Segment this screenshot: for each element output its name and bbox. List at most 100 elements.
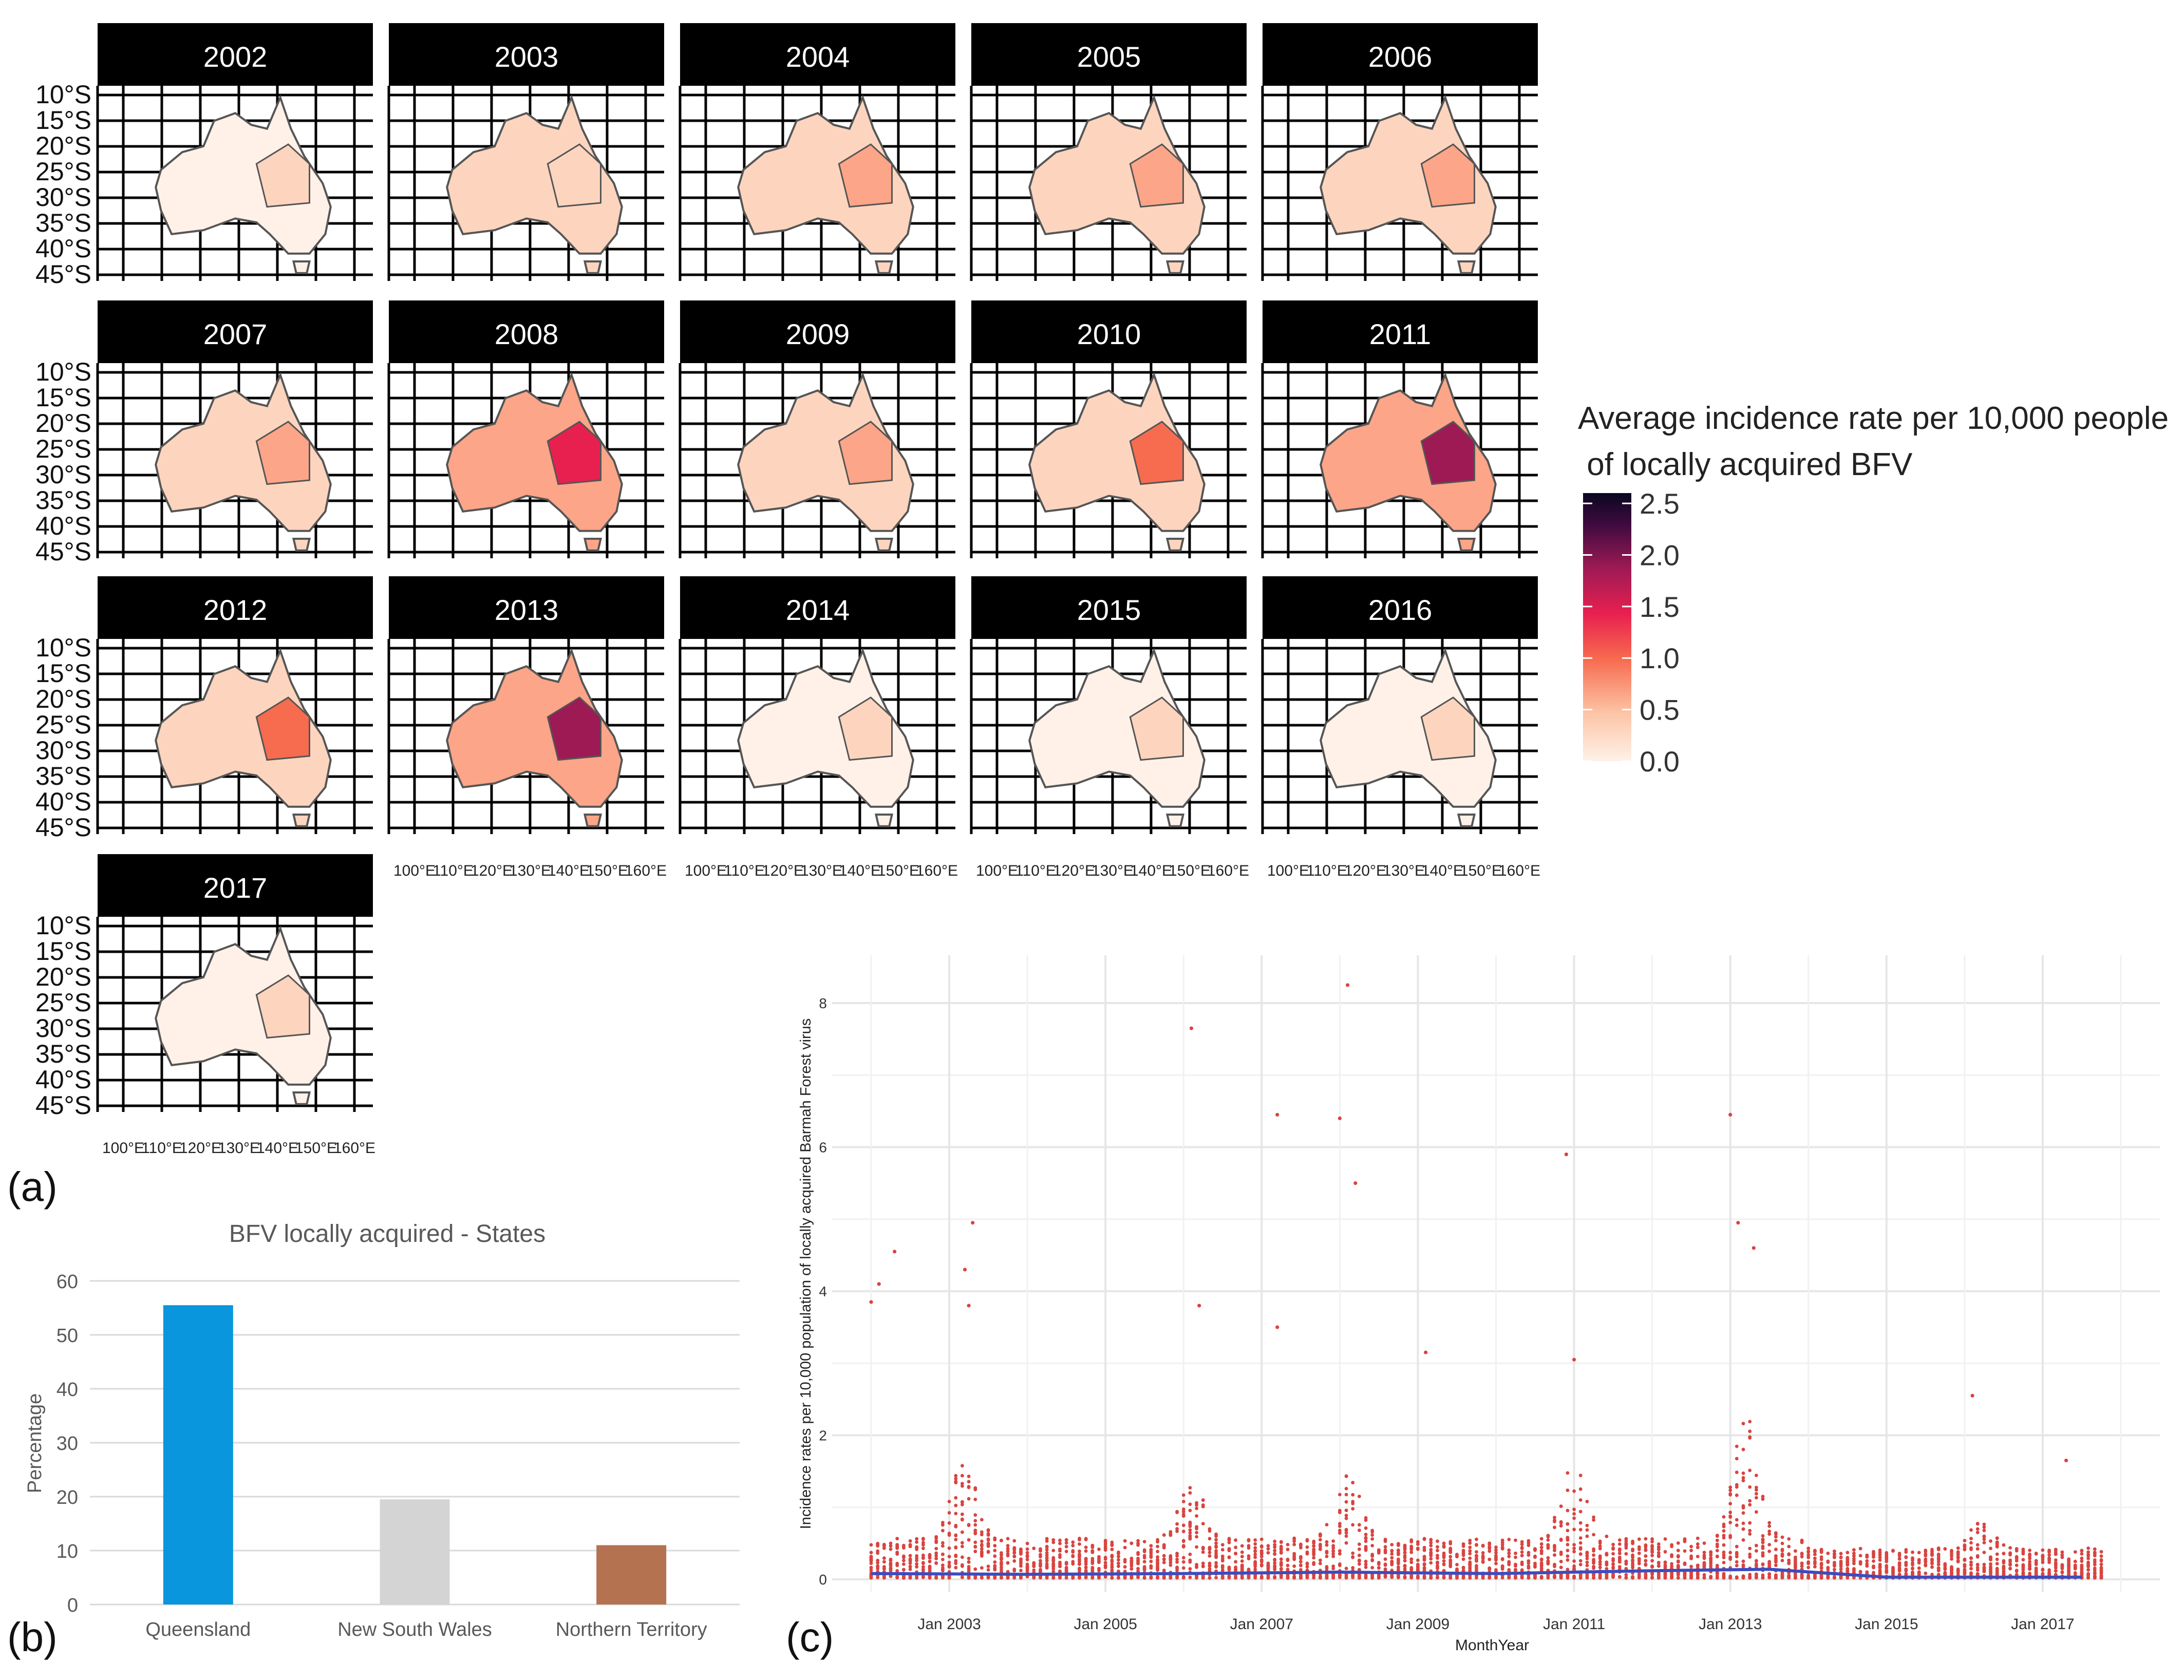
data-point — [1188, 1534, 1192, 1538]
data-point — [1598, 1544, 1602, 1548]
data-point — [1722, 1561, 1726, 1564]
data-point — [1631, 1540, 1635, 1544]
data-point — [1800, 1552, 1804, 1556]
data-point — [889, 1547, 893, 1551]
data-point — [1631, 1562, 1635, 1565]
data-point — [2093, 1574, 2097, 1578]
data-point — [1084, 1545, 1088, 1550]
lon-tick-label: 160°E — [1498, 862, 1540, 879]
data-point — [1039, 1547, 1042, 1551]
data-point — [1578, 1541, 1583, 1545]
data-point — [1689, 1574, 1693, 1577]
facet-panel-2006: 2006 — [1261, 23, 1538, 281]
data-point — [1507, 1568, 1511, 1572]
data-point — [1656, 1553, 1661, 1557]
facet-strip — [98, 300, 373, 363]
data-point — [869, 1555, 873, 1559]
lon-tick-label: 140°E — [256, 1140, 298, 1157]
data-point — [961, 1512, 964, 1516]
data-point — [1755, 1488, 1758, 1492]
data-point — [908, 1543, 912, 1547]
data-point — [1936, 1562, 1941, 1566]
facet-year-label: 2006 — [1368, 41, 1433, 73]
data-point — [1064, 1544, 1068, 1549]
data-point — [921, 1537, 925, 1541]
facet-strip — [98, 854, 373, 917]
data-point — [1078, 1566, 1081, 1571]
data-point — [1442, 1545, 1446, 1549]
data-point-outlier — [1197, 1304, 1201, 1308]
data-point — [2080, 1552, 2084, 1556]
data-point — [1461, 1544, 1465, 1548]
data-point — [1259, 1564, 1264, 1568]
data-point — [1722, 1550, 1726, 1554]
data-point — [1422, 1555, 1426, 1559]
tasmania — [583, 260, 603, 274]
data-point — [882, 1560, 886, 1564]
data-point — [2002, 1552, 2006, 1556]
data-point — [1539, 1542, 1543, 1546]
data-point — [1806, 1561, 1811, 1565]
data-point — [1644, 1549, 1648, 1552]
data-point — [934, 1554, 938, 1558]
data-point — [915, 1556, 919, 1560]
data-point — [973, 1519, 977, 1523]
data-point — [1975, 1527, 1980, 1531]
data-point — [1019, 1562, 1023, 1566]
australia-map — [737, 95, 914, 255]
data-point — [1064, 1576, 1068, 1580]
data-point — [1214, 1538, 1218, 1542]
tasmania — [874, 538, 894, 552]
data-point — [1319, 1542, 1322, 1546]
tasmania — [1457, 814, 1476, 827]
data-point — [1572, 1564, 1576, 1568]
data-point — [980, 1533, 984, 1537]
data-point — [1156, 1558, 1160, 1562]
data-point — [1527, 1576, 1531, 1580]
data-point — [1741, 1504, 1745, 1508]
lon-tick-label: 160°E — [625, 862, 667, 879]
data-point — [1331, 1546, 1335, 1550]
data-point — [1201, 1545, 1205, 1550]
scatter-xtick-label: Jan 2009 — [1386, 1616, 1449, 1633]
lon-tick-label: 100°E — [685, 862, 727, 879]
australia-map — [1028, 648, 1206, 808]
data-point — [1208, 1576, 1212, 1580]
data-point — [1598, 1576, 1602, 1580]
data-point-outlier — [877, 1282, 881, 1286]
data-point — [1045, 1559, 1049, 1563]
lat-tick-label: 15°S — [35, 937, 91, 966]
data-point — [1696, 1563, 1700, 1568]
data-point — [1885, 1551, 1889, 1555]
data-point — [954, 1481, 958, 1485]
data-point — [1117, 1555, 1120, 1559]
lat-tick-label: 20°S — [35, 962, 91, 991]
data-point — [1500, 1557, 1504, 1561]
lat-tick-label: 30°S — [35, 460, 91, 489]
data-point — [1715, 1538, 1719, 1542]
data-point — [1090, 1565, 1095, 1570]
data-point — [1000, 1551, 1003, 1555]
data-point — [1578, 1552, 1583, 1556]
data-point — [1748, 1552, 1752, 1556]
data-point — [1676, 1549, 1680, 1553]
data-point — [1019, 1576, 1023, 1580]
data-point — [1279, 1566, 1283, 1571]
hotspot-region — [838, 696, 893, 761]
data-point-outlier — [1424, 1350, 1428, 1354]
data-point — [1559, 1524, 1563, 1528]
data-point — [1553, 1516, 1556, 1520]
data-point — [2093, 1551, 2097, 1555]
data-point — [1911, 1561, 1914, 1565]
data-point — [1175, 1569, 1179, 1573]
data-point — [1533, 1563, 1537, 1568]
data-point — [1364, 1526, 1368, 1530]
data-point — [1181, 1500, 1185, 1503]
data-point — [1748, 1573, 1752, 1577]
data-point — [1617, 1575, 1622, 1579]
data-point — [1312, 1556, 1316, 1560]
data-point — [1806, 1553, 1811, 1557]
data-point — [1741, 1511, 1745, 1515]
data-point — [2067, 1559, 2071, 1562]
